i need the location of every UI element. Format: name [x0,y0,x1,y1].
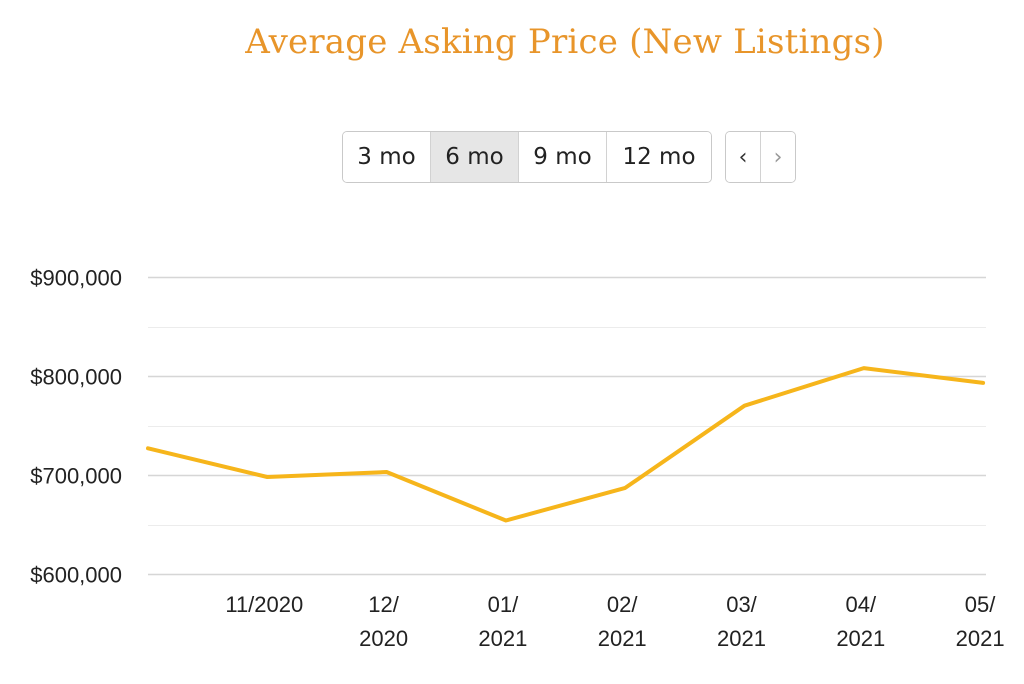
chart-title: Average Asking Price (New Listings) [245,22,885,62]
x-tick-label: 04/2021 [836,592,885,651]
range-3mo-button[interactable]: 3 mo [343,132,431,182]
y-tick-label: $700,000 [30,464,122,489]
next-period-button[interactable]: › [760,132,795,182]
range-6mo-button[interactable]: 6 mo [431,132,519,182]
period-nav: ‹ › [725,131,796,183]
x-tick-label: 11/2020 [225,592,303,617]
range-9mo-button[interactable]: 9 mo [519,132,607,182]
range-12mo-button[interactable]: 12 mo [607,132,711,182]
series-line [146,366,986,523]
y-tick-label: $900,000 [30,266,122,291]
prev-period-button[interactable]: ‹ [726,132,760,182]
y-tick-label: $800,000 [30,365,122,390]
y-tick-label: $600,000 [30,563,122,588]
chart-controls: 3 mo 6 mo 9 mo 12 mo ‹ › [342,131,796,183]
x-tick-label: 03/2021 [717,592,766,651]
x-tick-label: 05/2021 [956,592,1005,651]
range-selector: 3 mo 6 mo 9 mo 12 mo [342,131,712,183]
x-tick-label: 01/2021 [478,592,527,651]
x-tick-label: 12/2020 [359,592,408,651]
x-tick-label: 02/2021 [598,592,647,651]
